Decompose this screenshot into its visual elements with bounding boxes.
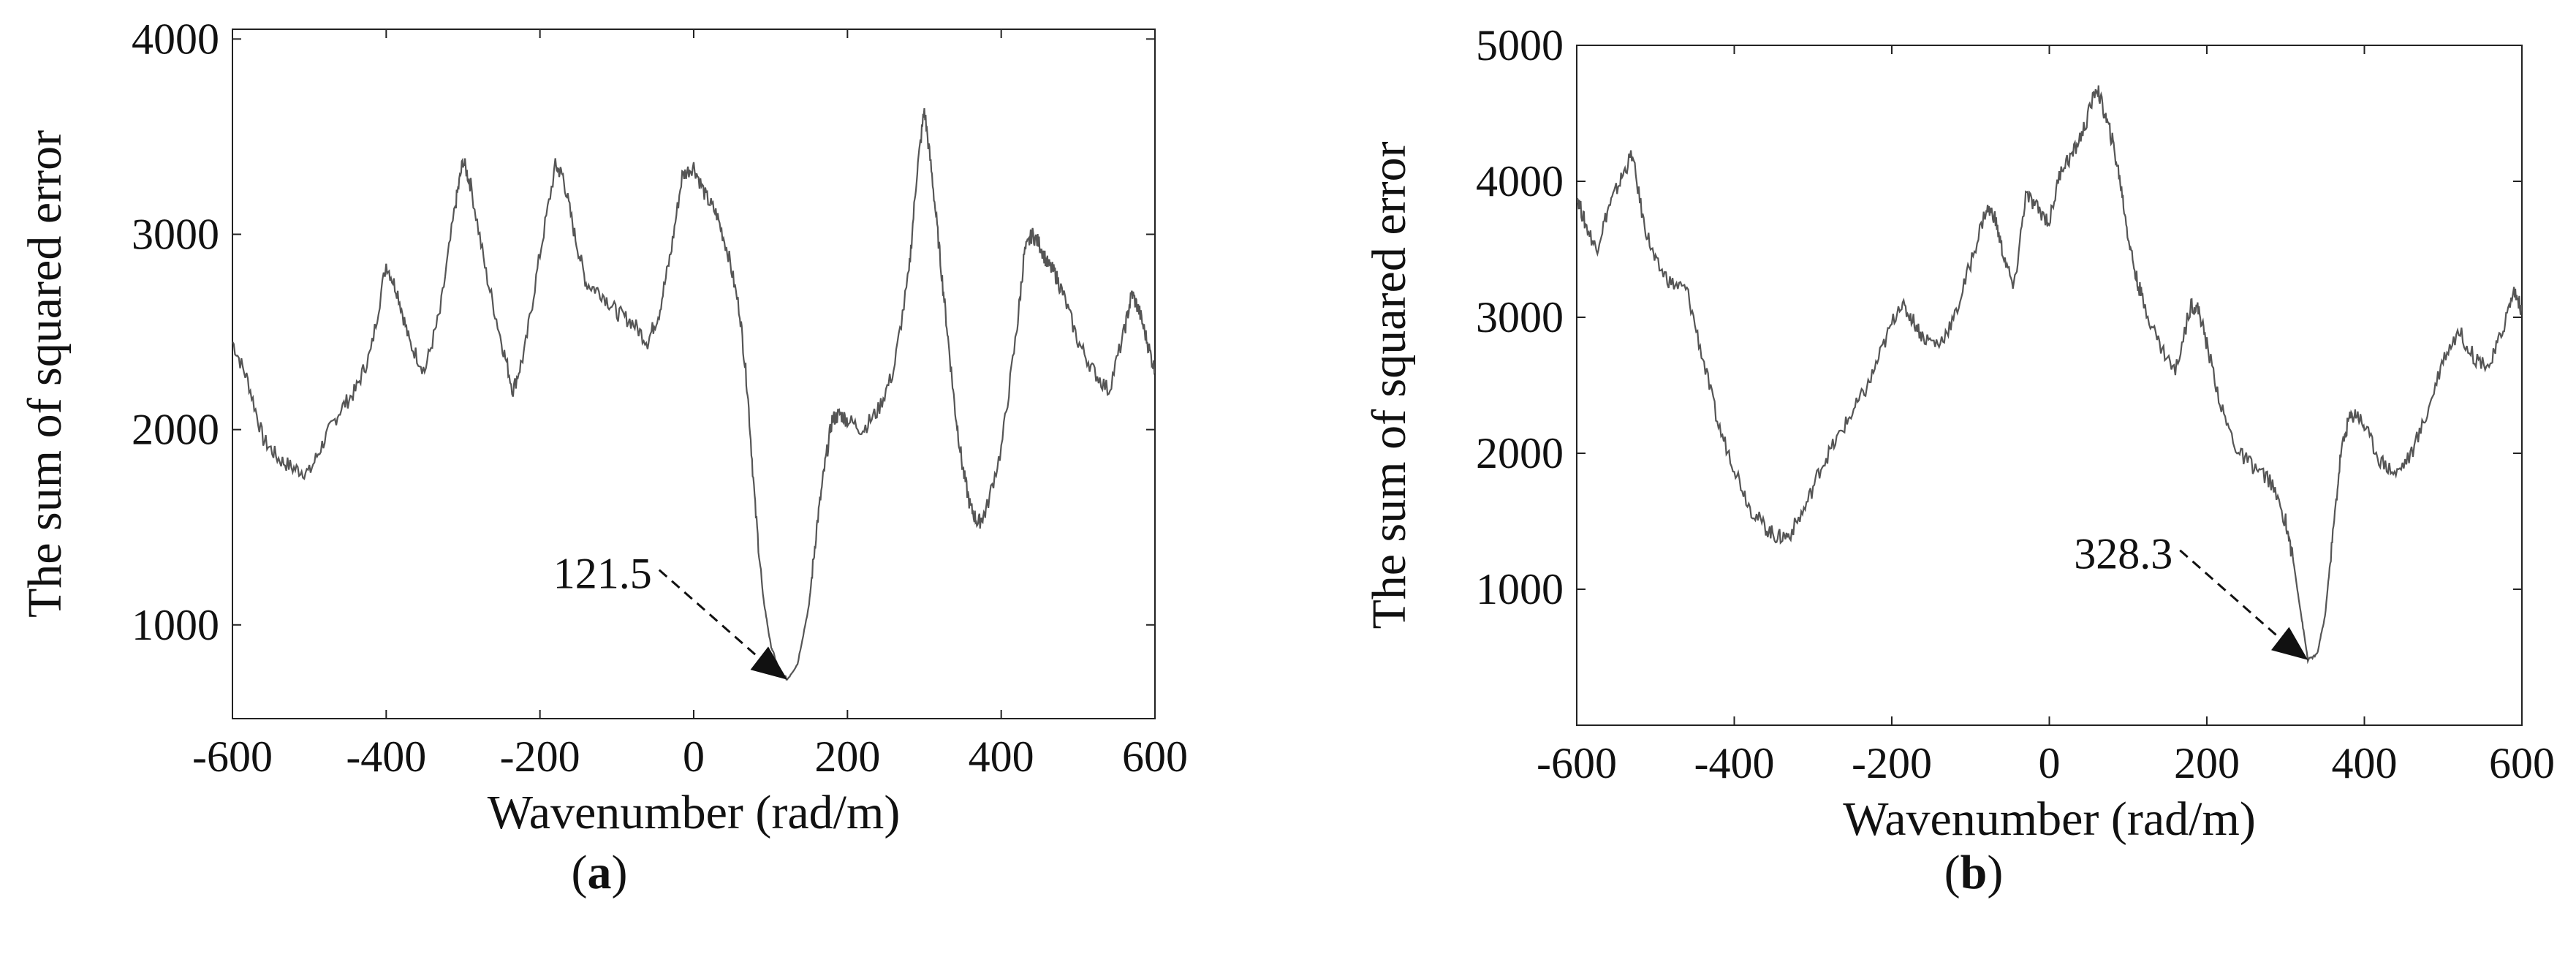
minimum-label: 328.3	[2074, 530, 2172, 578]
y-tick-label: 2000	[1476, 429, 1564, 477]
chart-panel-a: -600 -400 -200 0 200 400 600 1000 2000 3000 4000 12…	[18, 15, 1188, 899]
y-tick: 4000	[1476, 157, 2522, 205]
y-tick: 4000	[132, 15, 1155, 63]
x-tick-label: 600	[2489, 739, 2555, 787]
x-tick: -200	[1852, 45, 1932, 787]
chart-panel-b: -600 -400 -200 0 200 400 600 1000 2000 3000 4000 50…	[1363, 21, 2555, 899]
x-tick-label: 600	[1122, 733, 1188, 781]
x-tick-label: -200	[500, 733, 580, 781]
x-axis-title: Wavenumber (rad/m)	[488, 786, 901, 839]
y-tick: 2000	[132, 406, 1155, 454]
x-tick-label: -400	[1694, 739, 1775, 787]
x-tick: 200	[2174, 45, 2240, 787]
error-series-line	[232, 107, 1155, 681]
x-axis-title: Wavenumber (rad/m)	[1843, 792, 2256, 846]
x-tick: -600	[192, 29, 273, 781]
x-tick-label: 0	[683, 733, 705, 781]
x-tick: -400	[346, 29, 426, 781]
x-tick: 600	[2489, 45, 2555, 787]
y-tick-label: 2000	[132, 406, 219, 454]
y-tick-label: 5000	[1476, 21, 1564, 69]
panel-label-close: )	[612, 846, 628, 899]
minimum-annotation: 121.5	[553, 550, 787, 680]
y-axis-title: The sum of squared error	[1363, 141, 1416, 629]
x-tick: 600	[1122, 29, 1188, 781]
y-axis-title: The sum of squared error	[18, 130, 72, 618]
x-tick-label: 400	[2332, 739, 2398, 787]
y-tick: 2000	[1476, 429, 2522, 477]
plot-area-frame	[1576, 45, 2523, 726]
y-tick-label: 1000	[1476, 565, 1564, 613]
panel-label: (a)	[572, 846, 628, 899]
x-tick: -600	[1537, 45, 1617, 787]
annotation-arrow-shaft	[2179, 549, 2281, 640]
x-tick-label: 200	[2174, 739, 2240, 787]
error-series-line	[1577, 85, 2522, 665]
x-tick-label: -200	[1852, 739, 1932, 787]
panel-label-letter: b	[1961, 846, 1988, 899]
y-tick-label: 4000	[1476, 157, 1564, 205]
panel-label-open: (	[1944, 846, 1961, 899]
y-tick: 3000	[1476, 293, 2522, 341]
y-tick: 3000	[132, 210, 1155, 258]
panel-label-close: )	[1987, 846, 2003, 899]
y-tick: 5000	[1476, 21, 2522, 69]
annotation-arrow-head	[2271, 627, 2308, 660]
x-tick: 400	[2332, 45, 2398, 787]
annotation-arrow-head	[750, 646, 787, 680]
x-tick-label: 200	[814, 733, 880, 781]
minimum-label: 121.5	[553, 550, 652, 598]
y-tick-label: 3000	[1476, 293, 1564, 341]
plot-area-frame	[232, 29, 1156, 719]
x-tick-label: -400	[346, 733, 426, 781]
x-tick: 400	[969, 29, 1034, 781]
y-tick-label: 1000	[132, 601, 219, 649]
x-tick-label: -600	[192, 733, 273, 781]
y-tick: 1000	[1476, 565, 2522, 613]
annotation-arrow-shaft	[658, 569, 760, 659]
x-tick: 200	[814, 29, 880, 781]
y-tick-label: 4000	[132, 15, 219, 63]
minimum-annotation: 328.3	[2074, 530, 2308, 660]
panel-label: (b)	[1944, 846, 2004, 899]
x-tick-label: 0	[2039, 739, 2061, 787]
x-tick: -200	[500, 29, 580, 781]
x-tick: 0	[2039, 45, 2061, 787]
panel-label-letter: a	[588, 846, 612, 899]
x-tick: -400	[1694, 45, 1775, 787]
x-tick: 0	[683, 29, 705, 781]
y-tick-label: 3000	[132, 210, 219, 258]
x-tick-label: 400	[969, 733, 1034, 781]
x-tick-label: -600	[1537, 739, 1617, 787]
panel-label-open: (	[572, 846, 588, 899]
y-tick: 1000	[132, 601, 1155, 649]
